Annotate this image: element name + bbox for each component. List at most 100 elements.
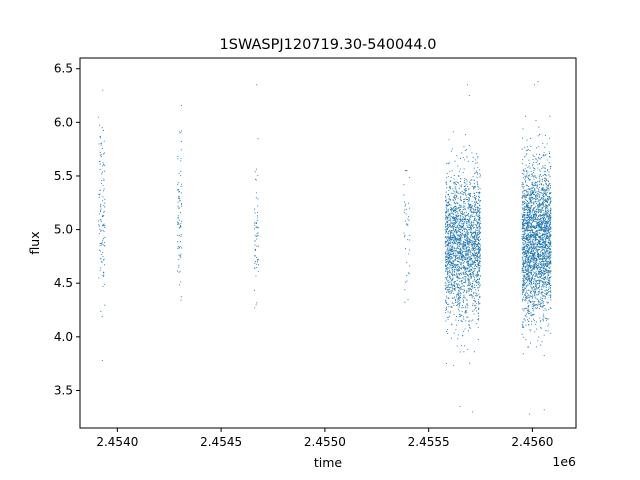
data-point bbox=[547, 246, 549, 248]
data-point bbox=[546, 188, 548, 190]
data-point bbox=[534, 277, 536, 280]
data-point bbox=[468, 187, 470, 190]
data-point bbox=[544, 208, 546, 210]
data-point bbox=[525, 257, 527, 259]
data-point bbox=[539, 270, 542, 272]
data-point bbox=[522, 169, 524, 171]
data-point bbox=[457, 245, 459, 247]
data-point bbox=[543, 261, 545, 263]
data-point bbox=[444, 288, 446, 290]
data-point bbox=[524, 223, 527, 225]
data-point bbox=[547, 190, 549, 192]
data-point bbox=[540, 275, 543, 277]
data-point bbox=[181, 183, 183, 185]
data-point bbox=[445, 222, 447, 225]
data-point bbox=[447, 208, 449, 210]
data-point bbox=[529, 162, 531, 164]
data-point bbox=[404, 205, 406, 207]
data-point bbox=[534, 214, 536, 216]
data-point bbox=[100, 208, 102, 210]
data-point bbox=[549, 166, 551, 168]
data-point bbox=[470, 207, 473, 209]
data-point bbox=[548, 213, 550, 215]
data-point bbox=[458, 274, 460, 276]
data-point bbox=[542, 253, 544, 255]
data-point bbox=[537, 273, 539, 275]
data-point bbox=[533, 308, 535, 310]
data-point bbox=[475, 225, 477, 227]
data-point bbox=[448, 254, 450, 257]
data-point bbox=[530, 187, 532, 190]
data-point bbox=[532, 174, 534, 176]
data-point bbox=[448, 198, 450, 200]
data-point bbox=[453, 255, 455, 257]
data-point bbox=[468, 321, 470, 323]
data-point bbox=[538, 199, 540, 201]
data-point bbox=[536, 247, 538, 249]
data-point bbox=[549, 233, 551, 235]
data-point bbox=[476, 221, 478, 223]
data-point bbox=[450, 245, 452, 247]
data-point bbox=[532, 306, 535, 308]
data-point bbox=[531, 269, 533, 271]
data-point bbox=[456, 254, 458, 256]
data-point bbox=[462, 156, 464, 158]
data-point bbox=[546, 186, 548, 188]
data-point bbox=[180, 247, 183, 249]
data-point bbox=[456, 246, 458, 249]
data-point bbox=[463, 301, 465, 304]
data-point bbox=[479, 201, 481, 203]
data-point bbox=[455, 319, 457, 321]
data-point bbox=[532, 159, 534, 161]
data-point bbox=[472, 411, 474, 413]
data-point bbox=[528, 262, 531, 264]
data-point bbox=[525, 241, 527, 243]
data-point bbox=[477, 237, 480, 239]
data-point bbox=[473, 246, 475, 248]
data-point bbox=[534, 292, 536, 294]
data-point bbox=[528, 283, 530, 285]
data-point bbox=[448, 247, 450, 249]
data-point bbox=[469, 248, 471, 250]
data-point bbox=[466, 243, 468, 245]
data-point bbox=[530, 260, 532, 262]
data-point bbox=[454, 202, 456, 204]
data-point bbox=[447, 230, 449, 232]
data-point bbox=[472, 186, 474, 188]
data-point bbox=[549, 202, 551, 204]
data-point bbox=[444, 252, 446, 254]
data-point bbox=[468, 290, 470, 292]
data-point bbox=[521, 290, 523, 292]
data-point bbox=[463, 188, 465, 190]
data-point bbox=[476, 263, 478, 265]
data-point bbox=[529, 188, 531, 190]
data-point bbox=[100, 219, 102, 221]
data-point bbox=[448, 251, 450, 253]
data-point bbox=[476, 153, 478, 155]
data-point bbox=[475, 306, 477, 308]
data-point bbox=[446, 328, 448, 331]
data-point bbox=[522, 223, 524, 225]
data-point bbox=[457, 287, 460, 289]
data-point bbox=[460, 238, 462, 240]
data-point bbox=[536, 191, 538, 193]
data-point bbox=[540, 237, 542, 239]
data-point bbox=[522, 187, 524, 189]
data-point bbox=[478, 219, 480, 221]
data-point bbox=[470, 228, 472, 230]
data-point bbox=[546, 190, 548, 192]
data-point bbox=[477, 274, 479, 277]
data-point bbox=[527, 228, 529, 230]
data-point bbox=[528, 317, 530, 319]
data-point bbox=[465, 254, 467, 256]
data-point bbox=[98, 220, 100, 222]
data-point bbox=[533, 237, 535, 239]
data-point bbox=[457, 207, 459, 210]
data-point bbox=[477, 319, 479, 321]
data-point bbox=[453, 364, 455, 366]
data-point bbox=[453, 206, 455, 209]
data-point bbox=[454, 210, 456, 212]
data-point bbox=[101, 180, 103, 182]
data-point bbox=[448, 190, 450, 192]
data-point bbox=[527, 233, 530, 236]
